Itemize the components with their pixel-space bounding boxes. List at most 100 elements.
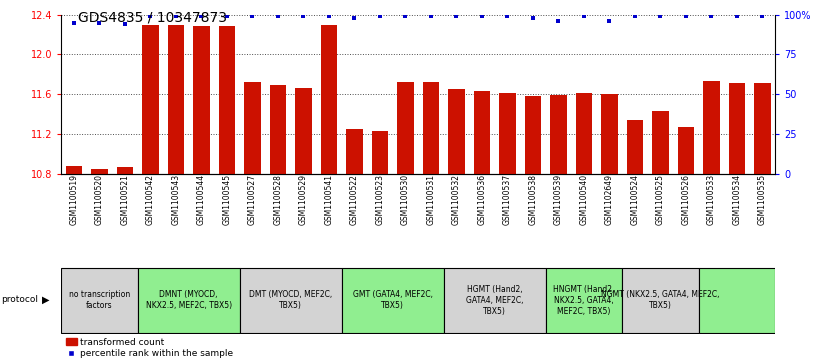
Text: GSM1100524: GSM1100524 xyxy=(631,174,640,225)
FancyBboxPatch shape xyxy=(61,268,138,333)
Point xyxy=(68,20,81,25)
Point xyxy=(144,13,157,19)
Point xyxy=(297,13,310,19)
Point xyxy=(399,13,412,19)
Bar xyxy=(575,93,592,174)
Bar xyxy=(423,82,439,174)
Text: GSM1100519: GSM1100519 xyxy=(69,174,78,225)
FancyBboxPatch shape xyxy=(342,268,444,333)
Bar xyxy=(448,89,465,174)
Text: GSM1100543: GSM1100543 xyxy=(171,174,180,225)
Text: HNGMT (Hand2,
NKX2.5, GATA4,
MEF2C, TBX5): HNGMT (Hand2, NKX2.5, GATA4, MEF2C, TBX5… xyxy=(553,285,614,316)
Bar xyxy=(295,89,312,174)
FancyBboxPatch shape xyxy=(444,268,546,333)
Point xyxy=(730,13,743,19)
Point xyxy=(476,13,489,19)
Bar xyxy=(65,166,82,174)
FancyBboxPatch shape xyxy=(138,268,240,333)
Text: GSM1100533: GSM1100533 xyxy=(707,174,716,225)
Point xyxy=(501,13,514,19)
Text: GSM1100529: GSM1100529 xyxy=(299,174,308,225)
Point xyxy=(680,13,693,19)
Text: GSM1100538: GSM1100538 xyxy=(529,174,538,225)
Text: GSM1100542: GSM1100542 xyxy=(146,174,155,225)
Text: GDS4835 / 10347873: GDS4835 / 10347873 xyxy=(78,11,227,25)
Bar xyxy=(525,97,541,174)
Text: GSM1102649: GSM1102649 xyxy=(605,174,614,225)
Point xyxy=(93,20,106,25)
FancyBboxPatch shape xyxy=(240,268,342,333)
Bar xyxy=(219,26,235,174)
Text: GSM1100534: GSM1100534 xyxy=(733,174,742,225)
Bar xyxy=(601,94,618,174)
Text: GSM1100526: GSM1100526 xyxy=(681,174,690,225)
Text: GSM1100523: GSM1100523 xyxy=(375,174,384,225)
Bar xyxy=(244,82,261,174)
Text: HGMT (Hand2,
GATA4, MEF2C,
TBX5): HGMT (Hand2, GATA4, MEF2C, TBX5) xyxy=(466,285,523,316)
Bar xyxy=(703,81,720,174)
Text: GSM1100537: GSM1100537 xyxy=(503,174,512,225)
Bar xyxy=(117,167,133,174)
FancyBboxPatch shape xyxy=(546,268,622,333)
Bar xyxy=(193,26,210,174)
Text: GSM1100535: GSM1100535 xyxy=(758,174,767,225)
Text: GSM1100522: GSM1100522 xyxy=(350,174,359,225)
Bar xyxy=(167,25,184,174)
Point xyxy=(220,13,233,19)
Text: NGMT (NKX2.5, GATA4, MEF2C,
TBX5): NGMT (NKX2.5, GATA4, MEF2C, TBX5) xyxy=(601,290,720,310)
Text: GSM1100530: GSM1100530 xyxy=(401,174,410,225)
Bar xyxy=(677,127,694,174)
Bar xyxy=(346,129,363,174)
Bar xyxy=(473,91,490,174)
Text: GSM1100527: GSM1100527 xyxy=(248,174,257,225)
Bar xyxy=(499,93,516,174)
Point xyxy=(603,18,616,24)
Point xyxy=(348,15,361,21)
Text: no transcription
factors: no transcription factors xyxy=(69,290,130,310)
Bar xyxy=(142,25,159,174)
Text: GSM1100539: GSM1100539 xyxy=(554,174,563,225)
Text: GSM1100536: GSM1100536 xyxy=(477,174,486,225)
Text: protocol: protocol xyxy=(1,295,38,304)
Text: GSM1100532: GSM1100532 xyxy=(452,174,461,225)
Text: ▶: ▶ xyxy=(42,294,49,305)
Point xyxy=(170,13,183,19)
Text: DMNT (MYOCD,
NKX2.5, MEF2C, TBX5): DMNT (MYOCD, NKX2.5, MEF2C, TBX5) xyxy=(145,290,232,310)
Point xyxy=(628,13,641,19)
Point xyxy=(424,13,437,19)
Point xyxy=(118,21,131,27)
FancyBboxPatch shape xyxy=(698,268,775,333)
Text: GSM1100521: GSM1100521 xyxy=(121,174,130,225)
Point xyxy=(552,18,565,24)
Point xyxy=(705,13,718,19)
Text: GSM1100528: GSM1100528 xyxy=(273,174,282,225)
Point xyxy=(450,13,463,19)
Point xyxy=(195,13,208,19)
Text: GSM1100540: GSM1100540 xyxy=(579,174,588,225)
Legend: transformed count, percentile rank within the sample: transformed count, percentile rank withi… xyxy=(66,338,233,359)
Point xyxy=(322,13,335,19)
Point xyxy=(526,15,539,21)
Point xyxy=(374,13,387,19)
Text: DMT (MYOCD, MEF2C,
TBX5): DMT (MYOCD, MEF2C, TBX5) xyxy=(249,290,332,310)
Point xyxy=(578,13,591,19)
Bar xyxy=(754,83,771,174)
Bar xyxy=(91,169,108,174)
Bar xyxy=(397,82,414,174)
Bar xyxy=(550,95,567,174)
Point xyxy=(246,13,259,19)
Bar xyxy=(371,131,388,174)
Text: GSM1100520: GSM1100520 xyxy=(95,174,104,225)
Text: GSM1100525: GSM1100525 xyxy=(656,174,665,225)
Text: GSM1100545: GSM1100545 xyxy=(223,174,232,225)
Text: GMT (GATA4, MEF2C,
TBX5): GMT (GATA4, MEF2C, TBX5) xyxy=(353,290,432,310)
Text: GSM1100541: GSM1100541 xyxy=(325,174,334,225)
Bar xyxy=(321,25,337,174)
Bar xyxy=(652,111,669,174)
Point xyxy=(272,13,285,19)
Point xyxy=(756,13,769,19)
Text: GSM1100544: GSM1100544 xyxy=(197,174,206,225)
Bar xyxy=(269,85,286,174)
Text: GSM1100531: GSM1100531 xyxy=(427,174,436,225)
Bar xyxy=(729,83,745,174)
